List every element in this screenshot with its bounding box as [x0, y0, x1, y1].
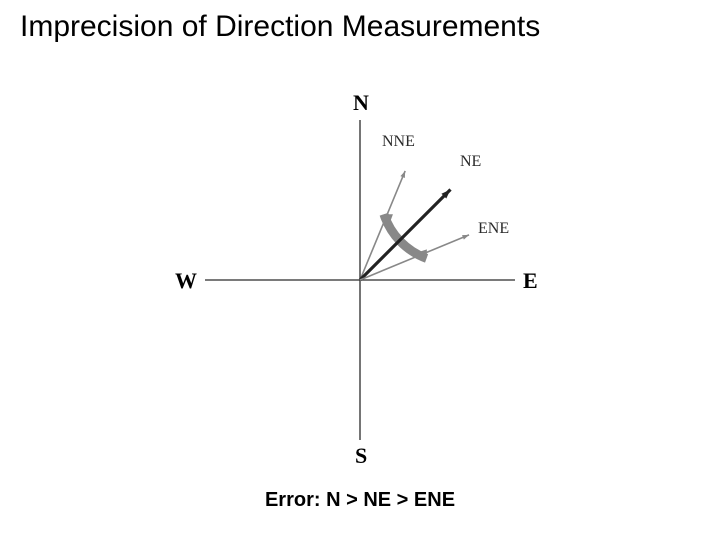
- label-n: N: [353, 90, 369, 116]
- page-title: Imprecision of Direction Measurements: [20, 10, 540, 44]
- compass-svg: [150, 85, 570, 465]
- label-ne: NE: [460, 153, 481, 171]
- label-nne: NNE: [382, 133, 415, 151]
- label-ene: ENE: [478, 220, 509, 238]
- caption: Error: N > NE > ENE: [0, 489, 720, 512]
- label-w: W: [175, 268, 197, 294]
- compass-diagram: N S W E NNE NE ENE: [150, 85, 570, 465]
- label-e: E: [523, 268, 538, 294]
- label-s: S: [355, 443, 367, 469]
